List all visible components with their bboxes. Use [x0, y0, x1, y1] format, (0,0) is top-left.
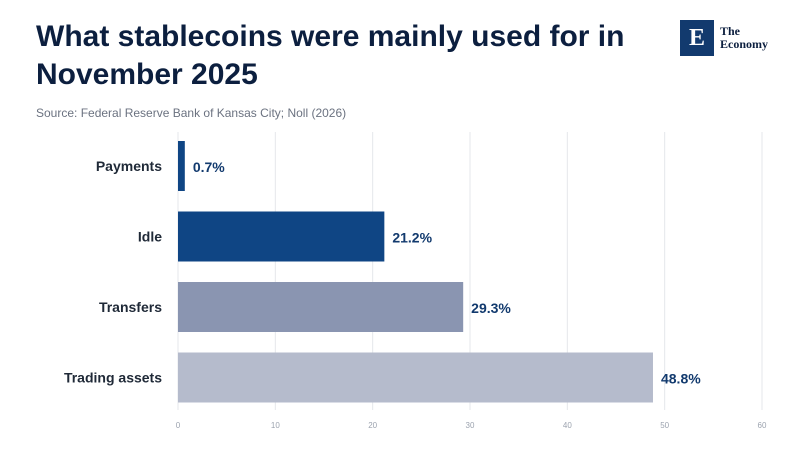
value-label: 29.3% — [471, 300, 511, 316]
logo-text: The Economy — [720, 25, 768, 51]
chart-title: What stablecoins were mainly used for in… — [36, 20, 625, 91]
bar-idle — [178, 211, 385, 262]
value-label: 21.2% — [392, 230, 432, 246]
logo-text-line2: Economy — [720, 37, 768, 51]
logo: E The Economy — [680, 20, 768, 56]
source-note: Source: Federal Reserve Bank of Kansas C… — [36, 106, 347, 120]
x-tick-label: 30 — [466, 421, 475, 430]
x-tick-label: 50 — [660, 421, 669, 430]
bars — [178, 141, 653, 403]
x-axis-ticks: 0 10 20 30 40 50 60 — [176, 421, 767, 430]
x-tick-label: 20 — [368, 421, 377, 430]
logo-text-line1: The — [720, 24, 741, 38]
logo-mark-icon: E — [680, 20, 714, 56]
x-tick-label: 40 — [563, 421, 572, 430]
category-label: Transfers — [99, 299, 162, 315]
value-label: 0.7% — [193, 159, 225, 175]
x-tick-label: 0 — [176, 421, 181, 430]
bar-transfers — [178, 282, 464, 332]
category-label: Trading assets — [64, 370, 162, 386]
value-label: 48.8% — [661, 371, 701, 387]
bar-payments — [178, 141, 185, 191]
category-label: Idle — [138, 229, 162, 245]
x-tick-label: 10 — [271, 421, 280, 430]
bar-trading-assets — [178, 352, 653, 403]
labels: Payments 0.7% Idle 21.2% Transfers 29.3% Tradi… — [64, 158, 701, 387]
category-label: Payments — [96, 158, 162, 174]
x-tick-label: 60 — [758, 421, 767, 430]
